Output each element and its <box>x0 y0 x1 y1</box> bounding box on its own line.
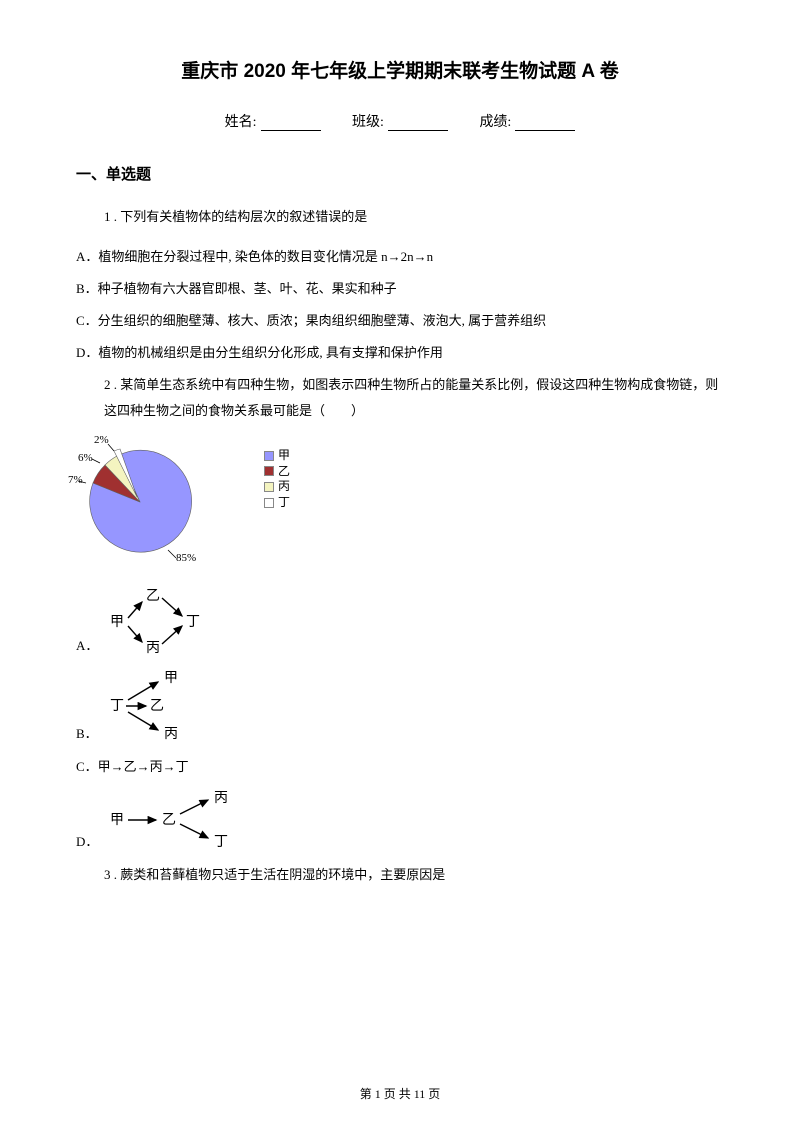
svg-text:甲: 甲 <box>110 813 124 828</box>
q2-option-a: A． 甲 乙 丙 丁 <box>76 584 724 656</box>
page-title: 重庆市 2020 年七年级上学期期末联考生物试题 A 卷 <box>76 56 724 83</box>
student-info-row: 姓名: 班级: 成绩: <box>76 111 724 131</box>
svg-text:丁: 丁 <box>110 699 124 714</box>
opt-b-letter: B． <box>76 723 98 744</box>
svg-text:乙: 乙 <box>146 588 160 604</box>
q2-stem: 2 . 某简单生态系统中有四种生物，如图表示四种生物所占的能量关系比例，假设这四… <box>76 372 724 424</box>
svg-text:丙: 丙 <box>146 641 160 656</box>
score-blank[interactable] <box>515 117 575 131</box>
pie-label-85: 85% <box>176 552 196 564</box>
svg-text:乙: 乙 <box>162 812 176 828</box>
score-label: 成绩: <box>479 115 511 130</box>
q2-option-c: C．甲→乙→丙→丁 <box>76 754 724 780</box>
q2-option-b: B． 丁 乙 甲 丙 <box>76 666 724 744</box>
legend-ding: 丁 <box>278 495 290 511</box>
class-label: 班级: <box>352 115 384 130</box>
name-label: 姓名: <box>225 115 257 130</box>
pie-label-2: 2% <box>94 434 109 446</box>
svg-text:甲: 甲 <box>110 615 124 630</box>
page-footer: 第 1 页 共 11 页 <box>0 1085 800 1102</box>
name-blank[interactable] <box>261 117 321 131</box>
pie-svg <box>76 438 204 566</box>
q1-option-b: B．种子植物有六大器官即根、茎、叶、花、果实和种子 <box>76 276 724 302</box>
pie-label-7: 7% <box>68 474 83 486</box>
legend-bing: 丙 <box>278 479 290 495</box>
q1-option-a: A．植物细胞在分裂过程中, 染色体的数目变化情况是 n→2n→n <box>76 244 724 270</box>
opt-d-diagram: 甲 乙 丙 丁 <box>104 786 254 852</box>
q1-option-d: D．植物的机械组织是由分生组织分化形成, 具有支撑和保护作用 <box>76 340 724 366</box>
opt-a-diagram: 甲 乙 丙 丁 <box>104 584 214 656</box>
opt-b-diagram: 丁 乙 甲 丙 <box>104 666 214 744</box>
q1-stem: 1 . 下列有关植物体的结构层次的叙述错误的是 <box>76 204 724 230</box>
svg-text:丙: 丙 <box>214 791 228 806</box>
svg-text:乙: 乙 <box>150 698 164 714</box>
legend-jia: 甲 <box>278 448 290 464</box>
svg-text:甲: 甲 <box>164 671 178 686</box>
opt-d-letter: D． <box>76 831 98 852</box>
class-blank[interactable] <box>388 117 448 131</box>
opt-a-letter: A． <box>76 635 98 656</box>
pie-label-6: 6% <box>78 452 93 464</box>
section-heading-1: 一、单选题 <box>76 163 724 184</box>
q2-pie-chart: 7% 6% 2% 85% 甲 乙 丙 丁 <box>76 438 724 566</box>
q2-option-d: D． 甲 乙 丙 丁 <box>76 786 724 852</box>
svg-text:丙: 丙 <box>164 727 178 742</box>
legend-yi: 乙 <box>278 464 290 480</box>
svg-text:丁: 丁 <box>186 615 200 630</box>
pie-legend: 甲 乙 丙 丁 <box>264 448 290 510</box>
svg-text:丁: 丁 <box>214 835 228 850</box>
q1-option-c: C．分生组织的细胞壁薄、核大、质浓；果肉组织细胞壁薄、液泡大, 属于营养组织 <box>76 308 724 334</box>
q3-stem: 3 . 蕨类和苔藓植物只适于生活在阴湿的环境中，主要原因是 <box>76 862 724 888</box>
